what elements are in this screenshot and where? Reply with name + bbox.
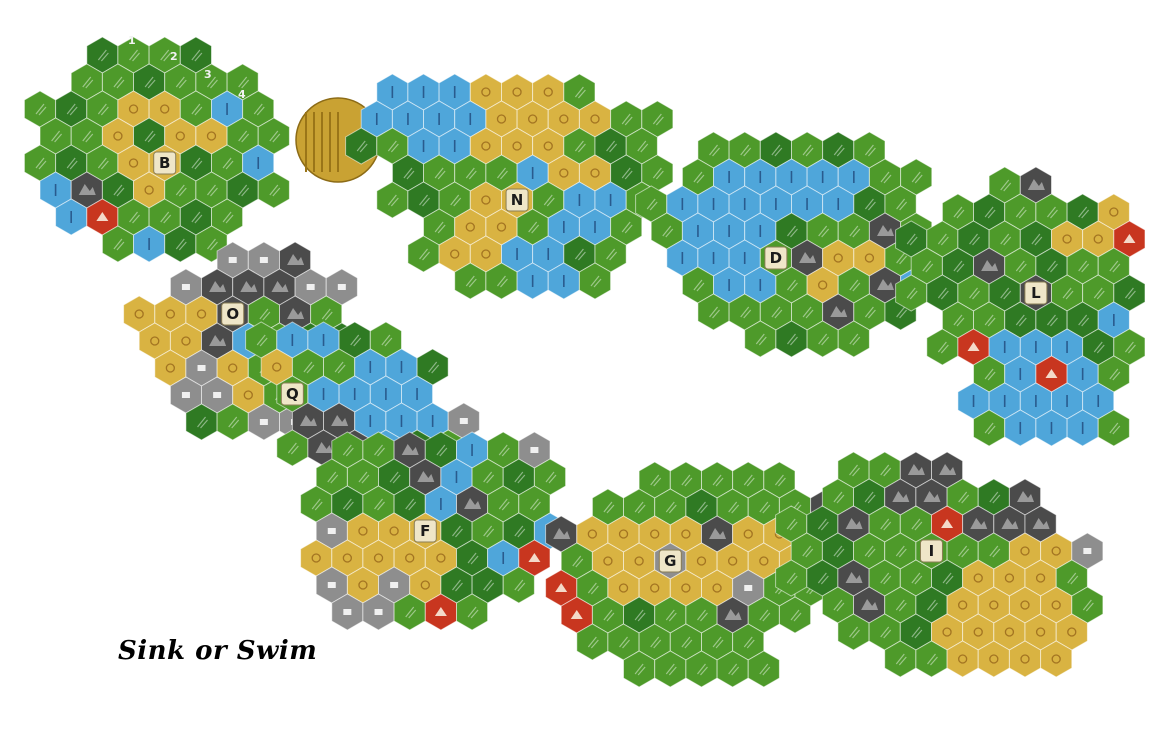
svg-text:B: B <box>159 154 170 172</box>
map-tile-tile-b <box>24 37 289 262</box>
tile-b-label: B <box>154 152 176 174</box>
scenario-title: Sink or Swim <box>118 636 317 666</box>
tile-q-label: Q <box>281 383 303 405</box>
tile-f-label: F <box>414 520 436 542</box>
tile-l-label: L <box>1025 282 1047 304</box>
tile-o-label: O <box>222 303 244 325</box>
map-tile-tile-n <box>346 74 673 299</box>
map-tile-tile-l <box>896 167 1145 446</box>
start-number-1: 1 <box>128 34 136 47</box>
start-number-4: 4 <box>238 88 246 101</box>
hex-grid <box>24 37 1145 687</box>
map-tile-tile-d <box>636 132 932 357</box>
tile-n-label: N <box>506 189 528 211</box>
svg-text:D: D <box>770 249 782 267</box>
svg-text:F: F <box>420 522 430 540</box>
svg-text:G: G <box>664 552 676 570</box>
start-number-2: 2 <box>170 50 178 63</box>
svg-text:N: N <box>511 191 524 209</box>
tile-g-label: G <box>659 550 681 572</box>
svg-text:L: L <box>1031 284 1041 302</box>
tile-d-label: D <box>765 247 787 269</box>
start-number-3: 3 <box>204 68 212 81</box>
svg-text:I: I <box>929 542 935 560</box>
svg-text:Q: Q <box>286 385 299 403</box>
svg-text:O: O <box>226 305 239 323</box>
tile-i-label: I <box>920 540 942 562</box>
map-tile-tile-i <box>776 452 1103 677</box>
